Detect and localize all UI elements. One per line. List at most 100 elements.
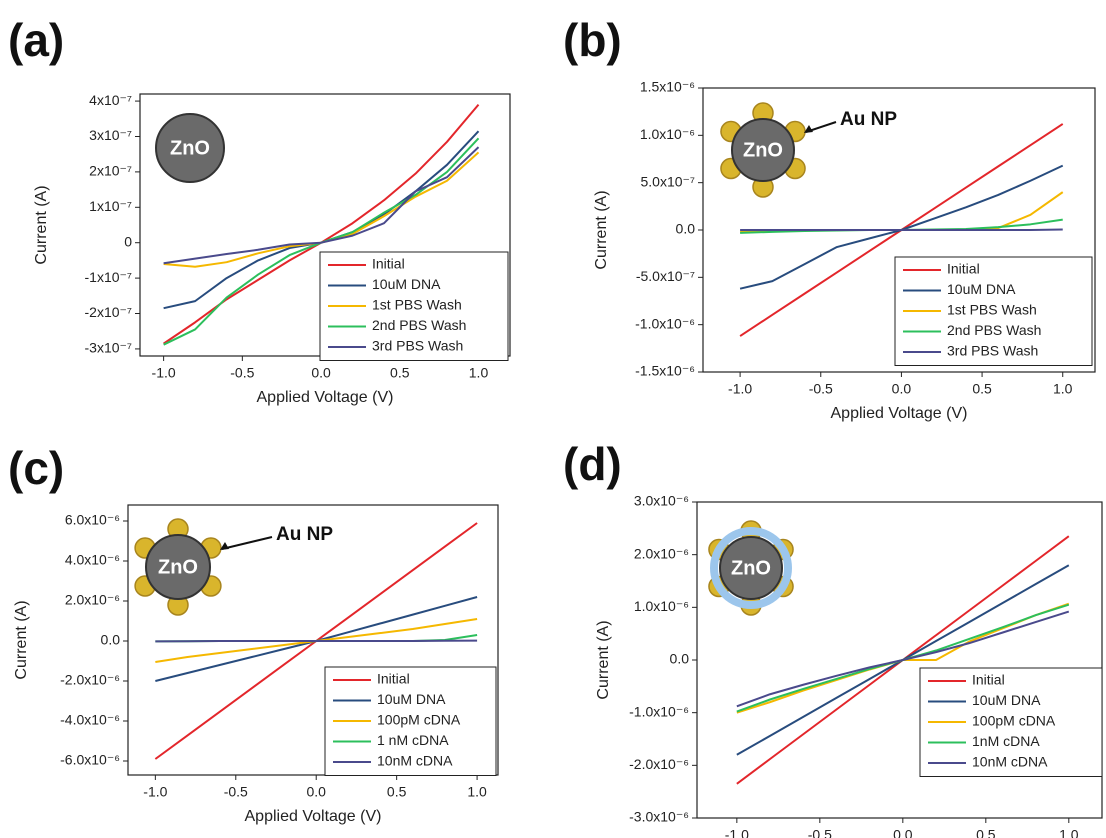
y-axis-title: Current (A) [33,185,50,264]
np-arrowhead [220,542,229,550]
legend-label: 10uM DNA [372,276,441,292]
zno-particle [145,534,211,600]
x-tick-label: 1.0 [467,784,487,800]
x-tick-label: 1.0 [1053,381,1073,397]
x-tick-label: 0.5 [390,365,410,381]
particle-label: ZnO [731,557,771,579]
legend-label: 100pM cDNA [972,713,1056,729]
zno-particle [731,118,795,182]
panel: (d) 3.0x10⁻⁶ 2.0x10⁻⁶ 1.0x10⁻⁶ 0.0 -1.0x10⁻⁶ -… [563,438,1103,838]
x-axis-title: Applied Voltage (V) [831,405,968,422]
legend-label: 1st PBS Wash [947,302,1037,318]
legend-label: 10uM DNA [377,691,446,707]
np-arrowhead [804,125,813,133]
panel-label: (b) [563,14,622,66]
x-axis-title: Applied Voltage (V) [245,808,382,825]
legend-label: 10nM cDNA [972,754,1048,770]
x-tick-label: 1.0 [1059,827,1079,838]
panel: (b) 1.5x10⁻⁶ 1.0x10⁻⁶ 5.0x10⁻⁷ 0.0 -5.0x10⁻⁷ -… [563,14,1096,422]
legend-label: 10uM DNA [947,281,1016,297]
y-tick-label: -1.5x10⁻⁶ [635,363,695,379]
y-tick-label: 1.0x10⁻⁶ [640,126,695,142]
y-tick-label: -1.0x10⁻⁶ [635,315,695,331]
y-tick-label: 0.0 [670,651,690,667]
y-tick-label: -2x10⁻⁷ [85,304,132,320]
y-tick-label: -2.0x10⁻⁶ [60,672,120,688]
x-tick-label: 1.0 [469,365,489,381]
legend-label: 10uM DNA [972,692,1041,708]
x-tick-label: -0.5 [808,827,832,838]
y-tick-label: 4.0x10⁻⁶ [65,552,120,568]
y-tick-label: 1x10⁻⁷ [89,198,132,214]
panel: (a) 4x10⁻⁷ 3x10⁻⁷ 2x10⁻⁷ 1x10⁻⁷ 0 -1x10⁻⁷ -2x10… [8,14,511,406]
legend-label: Initial [972,672,1005,688]
particle-label: ZnO [743,139,783,161]
data-line [163,146,480,265]
legend-label: 2nd PBS Wash [372,317,466,333]
legend-label: Initial [377,671,410,687]
y-tick-label: -4.0x10⁻⁶ [60,712,120,728]
x-tick-label: 0.0 [311,365,331,381]
data-line [736,610,1070,708]
y-tick-label: -1x10⁻⁷ [85,269,132,285]
plot-frame [127,504,499,776]
y-tick-label: 0.0 [676,221,696,237]
legend-label: 3rd PBS Wash [947,343,1038,359]
legend-label: 3rd PBS Wash [372,338,463,354]
np-label: Au NP [276,524,333,545]
legend-label: 1nM cDNA [972,733,1040,749]
x-tick-label: -1.0 [152,365,176,381]
np-label: Au NP [840,109,897,130]
y-tick-label: 4x10⁻⁷ [89,92,132,108]
y-tick-label: -6.0x10⁻⁶ [60,752,120,768]
legend-label: 2nd PBS Wash [947,322,1041,338]
x-tick-label: -0.5 [809,381,833,397]
x-tick-label: -1.0 [728,381,752,397]
y-tick-label: -3.0x10⁻⁶ [629,809,689,825]
panel: (c) 6.0x10⁻⁶ 4.0x10⁻⁶ 2.0x10⁻⁶ 0.0 -2.0x10⁻⁶ -… [8,442,499,825]
y-tick-label: 1.5x10⁻⁶ [640,79,695,95]
legend-label: 1st PBS Wash [372,297,462,313]
x-tick-label: 0.0 [306,784,326,800]
y-tick-label: 5.0x10⁻⁷ [641,173,696,189]
data-line [155,639,478,643]
particle-label: ZnO [170,137,210,159]
zno-particle [719,536,783,600]
x-tick-label: -0.5 [224,784,248,800]
particle-label: ZnO [158,556,198,578]
x-tick-label: 0.0 [892,381,912,397]
y-axis-title: Current (A) [593,190,610,269]
y-tick-label: 3x10⁻⁷ [89,127,132,143]
y-tick-label: 0.0 [101,632,121,648]
y-tick-label: 1.0x10⁻⁶ [634,598,689,614]
y-tick-label: 6.0x10⁻⁶ [65,512,120,528]
y-tick-label: -1.0x10⁻⁶ [629,703,689,719]
panel-label: (a) [8,14,64,66]
y-tick-label: 0 [124,233,132,249]
x-tick-label: -1.0 [725,827,749,838]
x-tick-label: -0.5 [230,365,254,381]
y-tick-label: 2x10⁻⁷ [89,163,132,179]
x-tick-label: 0.5 [976,827,996,838]
plot-frame [696,501,1103,819]
particle-shell [710,527,792,609]
legend-label: 1 nM cDNA [377,732,449,748]
y-tick-label: -5.0x10⁻⁷ [636,268,695,284]
x-tick-label: -1.0 [143,784,167,800]
y-tick-label: 3.0x10⁻⁶ [634,493,689,509]
legend-label: 100pM cDNA [377,712,461,728]
y-axis-title: Current (A) [13,600,30,679]
y-tick-label: 2.0x10⁻⁶ [65,592,120,608]
y-tick-label: -3x10⁻⁷ [85,340,132,356]
y-tick-label: -2.0x10⁻⁶ [629,756,689,772]
x-tick-label: 0.5 [972,381,992,397]
y-axis-title: Current (A) [595,620,612,699]
legend-label: 10nM cDNA [377,753,453,769]
x-tick-label: 0.0 [893,827,913,838]
zno-particle [155,113,225,183]
np-arrow [221,536,273,550]
panel-label: (d) [563,438,622,490]
panel-label: (c) [8,442,64,494]
